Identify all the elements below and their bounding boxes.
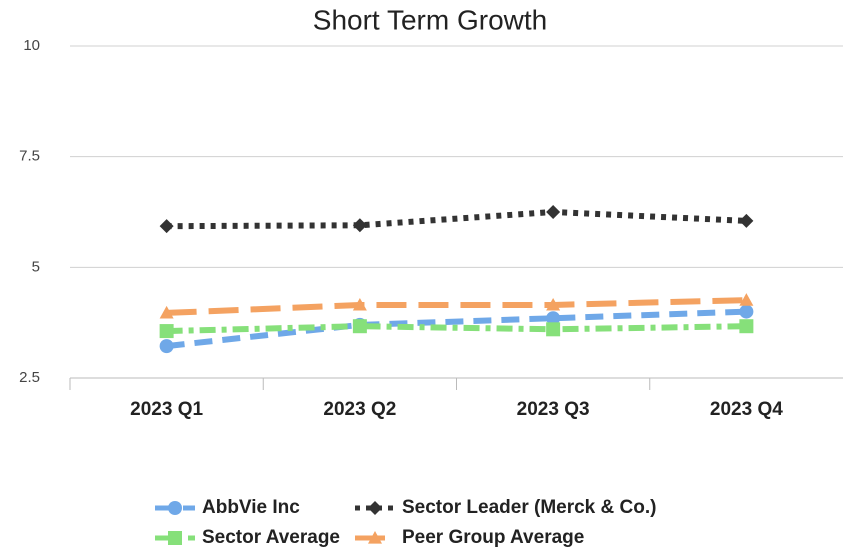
legend-label: Sector Leader (Merck & Co.) — [402, 497, 656, 518]
point — [546, 311, 561, 326]
legend-marker — [368, 501, 382, 515]
point — [159, 305, 174, 319]
legend-marker — [168, 531, 182, 545]
point — [739, 213, 754, 228]
x-tick-label: 2023 Q4 — [710, 399, 783, 420]
point — [159, 324, 174, 339]
x-tick-label: 2023 Q3 — [517, 399, 590, 420]
x-tick-label: 2023 Q1 — [130, 399, 203, 420]
legend-label: AbbVie Inc — [202, 497, 300, 518]
chart-title: Short Term Growth — [313, 4, 547, 35]
series-line — [166, 323, 747, 335]
y-tick-label: 2.5 — [19, 369, 40, 386]
point — [159, 339, 174, 354]
y-tick-label: 10 — [23, 37, 40, 54]
series-line — [166, 208, 747, 230]
point — [352, 218, 367, 233]
legend-marker — [168, 501, 182, 515]
series-line — [166, 297, 747, 316]
y-tick-label: 5 — [32, 258, 40, 275]
point — [546, 322, 561, 337]
legend-label: Peer Group Average — [402, 527, 584, 548]
legend-label: Sector Average — [202, 527, 340, 548]
point — [739, 304, 754, 319]
point — [739, 293, 754, 306]
point — [159, 219, 174, 234]
point — [352, 319, 367, 334]
point — [546, 205, 561, 219]
x-tick-label: 2023 Q2 — [323, 399, 396, 420]
series-line — [166, 308, 747, 350]
point — [546, 297, 561, 311]
point — [352, 297, 367, 311]
point — [739, 319, 754, 334]
y-tick-label: 7.5 — [19, 148, 40, 165]
legend-marker — [368, 531, 382, 544]
